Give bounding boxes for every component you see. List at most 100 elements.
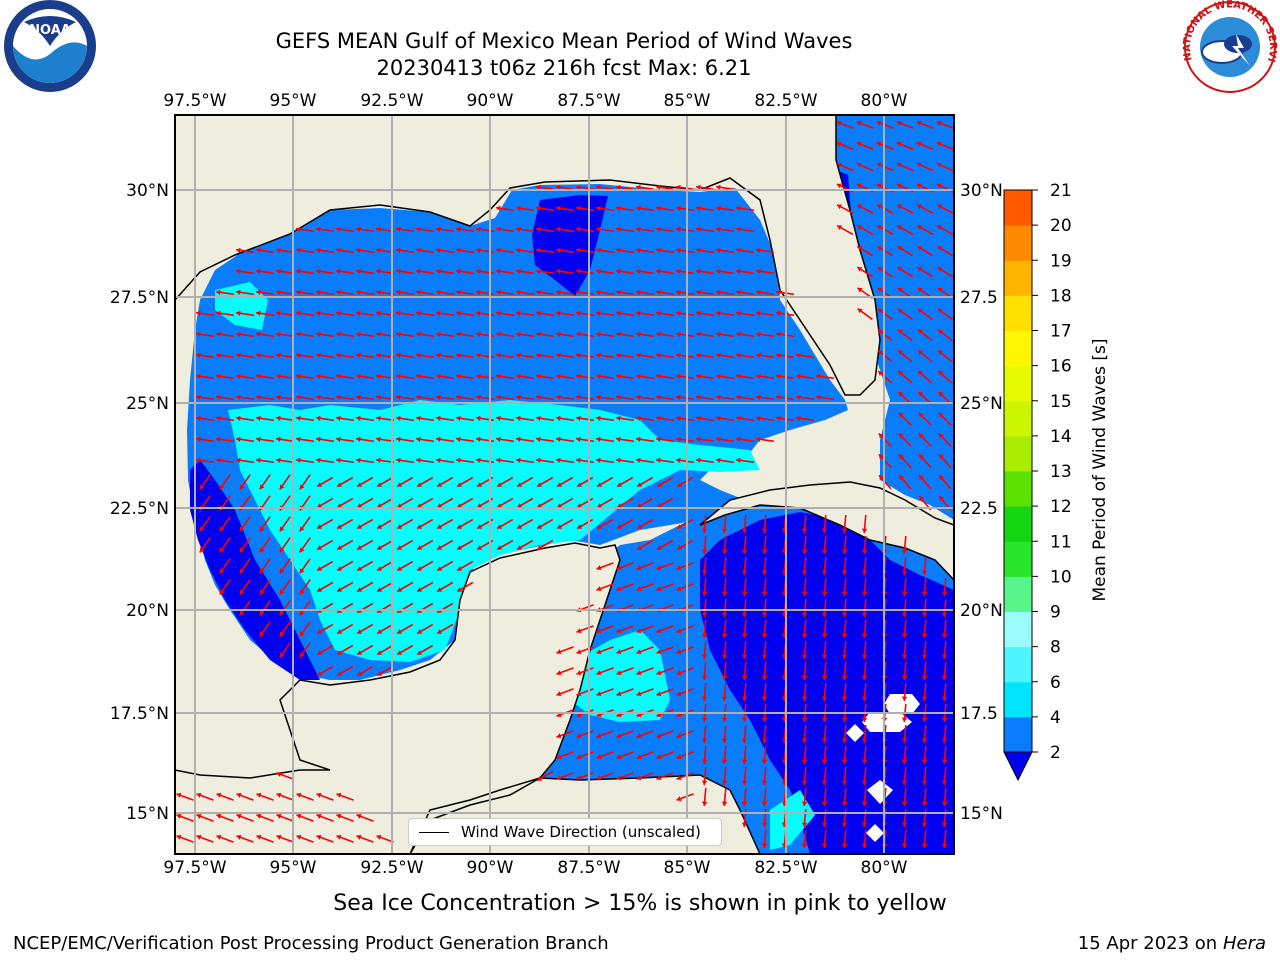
wind-wave-arrowhead — [656, 289, 661, 295]
wind-wave-arrowhead — [596, 205, 601, 211]
wind-wave-arrowhead — [836, 183, 842, 189]
wind-wave-arrowhead — [656, 247, 661, 253]
wind-wave-arrowhead — [716, 184, 721, 190]
colorbar-segment — [1004, 260, 1032, 296]
wind-wave-arrowhead — [276, 373, 281, 379]
wind-wave-arrowhead — [216, 289, 221, 295]
wind-wave-arrowhead — [356, 813, 362, 819]
wind-wave-arrowhead — [676, 310, 681, 316]
lat-label: 17.5°N — [110, 704, 169, 724]
wind-wave-arrowhead — [357, 671, 363, 676]
wind-wave-arrowhead — [199, 484, 205, 490]
footer-host: Hera — [1222, 933, 1266, 954]
wind-wave-arrowhead — [616, 352, 621, 358]
wind-wave-arrowhead — [536, 394, 541, 400]
wind-wave-arrowhead — [616, 691, 622, 697]
wind-wave-arrowhead — [921, 801, 928, 806]
wind-wave-arrowhead — [457, 524, 463, 529]
wind-wave-arrowhead — [299, 568, 305, 574]
wind-wave-arrowhead — [397, 587, 403, 592]
wind-wave-arrowhead — [756, 394, 761, 400]
wind-wave-arrowhead — [941, 759, 948, 764]
wind-wave-arrowhead — [836, 162, 842, 168]
wind-wave-arrowhead — [376, 436, 381, 442]
wind-wave-arrowhead — [821, 843, 828, 848]
wind-wave-arrowhead — [236, 268, 241, 274]
wind-wave-arrowhead — [417, 503, 423, 508]
wind-wave-arrowhead — [196, 813, 202, 819]
wind-wave-arrowhead — [416, 289, 421, 295]
colorbar-tick-label: 11 — [1050, 532, 1072, 552]
wind-wave-arrowhead — [721, 675, 728, 680]
wind-wave-arrowhead — [196, 436, 201, 442]
wind-wave-arrowhead — [676, 436, 681, 442]
wind-wave-arrowhead — [496, 436, 501, 442]
wind-wave-arrowhead — [556, 289, 561, 295]
wind-wave-arrowhead — [861, 549, 868, 554]
wind-wave-arrowhead — [396, 415, 401, 421]
wind-wave-arrowhead — [656, 586, 662, 592]
wind-wave-arrowhead — [436, 331, 441, 337]
lat-label: 15°N — [960, 804, 1003, 824]
wind-wave-arrowhead — [857, 287, 863, 293]
chart-title: GEFS MEAN Gulf of Mexico Mean Period of … — [275, 29, 853, 53]
wind-wave-arrowhead — [656, 268, 661, 274]
wind-wave-arrowhead — [537, 503, 543, 508]
wind-wave-arrowhead — [841, 759, 848, 764]
colorbar-tick-label: 17 — [1050, 322, 1072, 342]
wind-wave-arrowhead — [656, 226, 661, 232]
wind-wave-arrowhead — [937, 246, 943, 251]
wind-wave-arrowhead — [801, 633, 808, 638]
wind-wave-arrowhead — [937, 225, 943, 230]
wind-wave-arrowhead — [556, 649, 562, 655]
wind-wave-arrowhead — [941, 738, 948, 743]
wind-wave-arrowhead — [536, 457, 541, 463]
wind-wave-arrowhead — [299, 610, 305, 616]
wind-wave-arrowhead — [279, 610, 285, 616]
wind-wave-arrowhead — [316, 436, 321, 442]
wind-wave-arrowhead — [756, 331, 761, 337]
lat-label: 27.5°N — [110, 288, 169, 308]
lat-label: 15°N — [126, 804, 169, 824]
wind-wave-arrowhead — [336, 415, 341, 421]
wind-wave-arrowhead — [377, 524, 383, 529]
wind-wave-arrowhead — [901, 843, 908, 848]
wind-wave-arrowhead — [696, 394, 701, 400]
wind-wave-arrowhead — [821, 612, 828, 617]
wind-wave-arrowhead — [696, 289, 701, 295]
wind-wave-arrowhead — [216, 331, 221, 337]
wind-wave-arrowhead — [296, 268, 301, 274]
wind-wave-arrowhead — [576, 184, 581, 190]
wind-wave-arrowhead — [721, 780, 728, 785]
wind-wave-arrowhead — [496, 352, 501, 358]
wind-wave-arrowhead — [901, 570, 908, 575]
wind-wave-arrowhead — [236, 352, 241, 358]
wind-wave-arrowhead — [656, 670, 662, 676]
footer-date-text: 15 Apr 2023 on — [1077, 933, 1223, 954]
wind-wave-arrowhead — [596, 775, 602, 781]
wind-wave-arrowhead — [556, 394, 561, 400]
wind-wave-arrowhead — [396, 331, 401, 337]
wind-wave-arrowhead — [296, 792, 302, 798]
wind-wave-arrowhead — [636, 775, 642, 781]
wind-wave-arrowhead — [259, 484, 265, 490]
wind-wave-arrowhead — [756, 436, 761, 442]
wind-wave-arrowhead — [357, 650, 363, 655]
wind-wave-arrowhead — [616, 226, 621, 232]
wind-wave-arrowhead — [857, 225, 863, 230]
wind-wave-arrowhead — [296, 834, 302, 840]
wind-wave-arrowhead — [316, 310, 321, 316]
wind-wave-arrowhead — [416, 415, 421, 421]
wind-wave-arrowhead — [901, 759, 908, 764]
wind-wave-arrowhead — [901, 612, 908, 617]
wind-wave-arrowhead — [938, 433, 944, 439]
wind-wave-arrowhead — [736, 205, 741, 211]
lat-label: 27.5 — [960, 288, 998, 308]
wind-wave-arrowhead — [741, 801, 748, 806]
wind-wave-arrowhead — [556, 691, 562, 697]
wind-wave-arrowhead — [741, 528, 748, 533]
lon-label: 85°W — [664, 858, 711, 878]
wind-wave-arrowhead — [941, 612, 948, 617]
wind-wave-arrowhead — [721, 528, 728, 533]
